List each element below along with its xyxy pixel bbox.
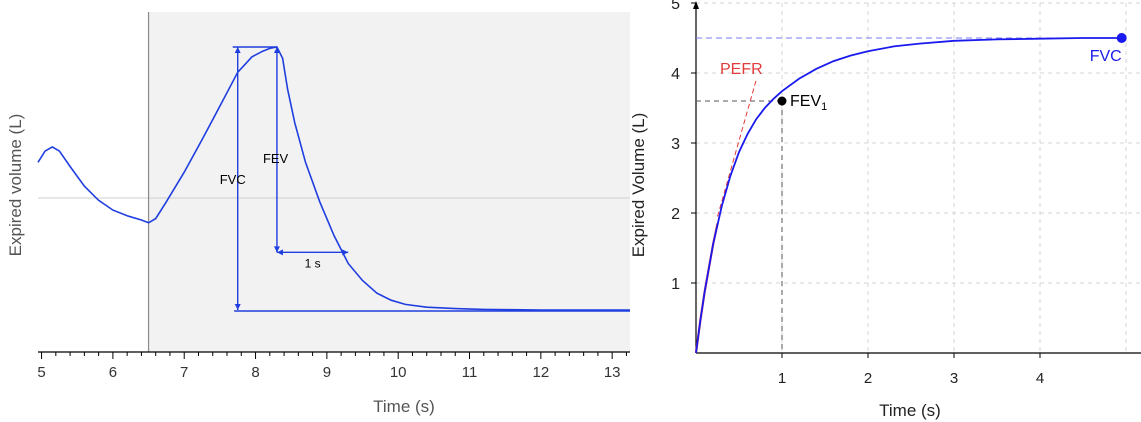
one-second-arrow-head-right (342, 249, 349, 256)
x-tick-label: 4 (1036, 370, 1044, 387)
one-second-arrow-head-left (276, 249, 283, 256)
y-axis-title: Expired Volume (L) (629, 113, 648, 258)
x-tick-label: 5 (37, 364, 45, 381)
fev1-label-main: FEV (790, 93, 821, 110)
x-tick-label: 9 (323, 364, 331, 381)
x-tick-label: 10 (390, 364, 407, 381)
x-tick-label: 7 (180, 364, 188, 381)
pefr-tangent-line (717, 79, 757, 217)
x-tick-label: 3 (950, 370, 958, 387)
y-tick-label: 2 (671, 206, 680, 223)
x-tick-label: 12 (532, 364, 549, 381)
y-axis-title: Expired volume (L) (6, 114, 25, 257)
fev1-point (777, 96, 787, 106)
x-tick-label: 2 (864, 370, 872, 387)
fev1-label-subscript: 1 (821, 101, 827, 113)
fvc-arrow-head-bottom (234, 304, 241, 310)
fvc-point (1116, 33, 1127, 43)
x-tick-label: 1 (778, 370, 786, 387)
fvc-point-label: FVC (1090, 48, 1122, 65)
x-tick-label: 6 (109, 364, 117, 381)
y-axis-arrow-icon (693, 1, 699, 9)
fvc-arrow-head-top (234, 47, 241, 53)
volume-curve (695, 37, 1122, 354)
x-tick-label: 11 (462, 364, 478, 381)
spirometry-trace-chart: 5 6 7 8 9 10 11 12 13 Time (s) Expired volume (L) F… (6, 12, 631, 416)
fev-label: FEV (263, 151, 289, 166)
fvc-label: FVC (220, 172, 246, 187)
y-tick-label: 1 (671, 276, 680, 293)
y-tick-label: 5 (671, 0, 680, 13)
fev-arrow-head-bottom (273, 246, 280, 253)
x-axis-title: Time (s) (373, 397, 435, 416)
fev1-label: FEV1 (790, 93, 827, 113)
y-tick-label: 3 (671, 136, 680, 153)
x-axis-title: Time (s) (879, 401, 941, 420)
x-tick-label: 13 (604, 364, 621, 381)
y-tick-label: 4 (671, 66, 680, 83)
pefr-label: PEFR (720, 61, 763, 78)
shaded-region (148, 12, 631, 352)
x-tick-label: 8 (251, 364, 259, 381)
one-second-label: 1 s (305, 256, 321, 270)
fev-arrow-head-top (273, 47, 280, 53)
